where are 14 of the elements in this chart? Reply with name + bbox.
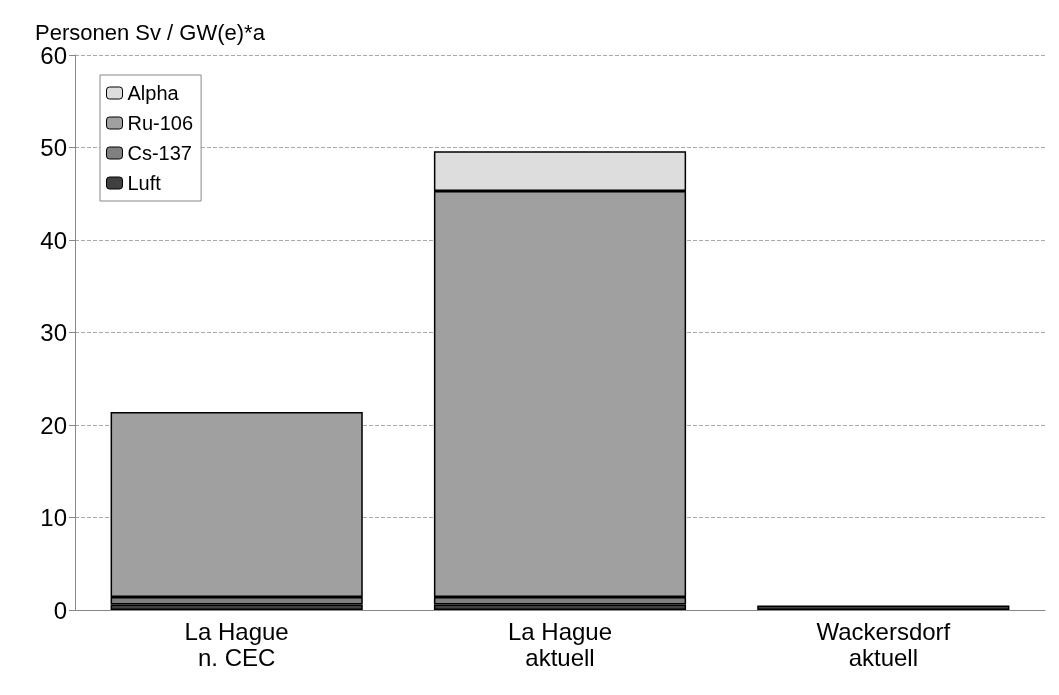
y-tick-label: 40 — [40, 226, 67, 254]
y-tick-label: 50 — [40, 134, 67, 161]
y-tick-label: 20 — [40, 411, 67, 439]
legend-label: Alpha — [127, 82, 180, 104]
legend-label: Ru-106 — [127, 112, 194, 134]
x-tick-label: La Hague aktuell — [507, 617, 613, 671]
y-tick-label: 0 — [53, 596, 67, 624]
y-tick-label: 30 — [40, 319, 67, 346]
legend-label: Cs-137 — [127, 142, 192, 164]
y-tick-label: 10 — [40, 504, 67, 531]
legend-label: Luft — [127, 172, 162, 194]
x-tick-label: La Hague n. CEC — [184, 617, 289, 671]
bar — [757, 605, 1010, 610]
x-tick-label: Wackersdorf aktuell — [816, 617, 951, 671]
